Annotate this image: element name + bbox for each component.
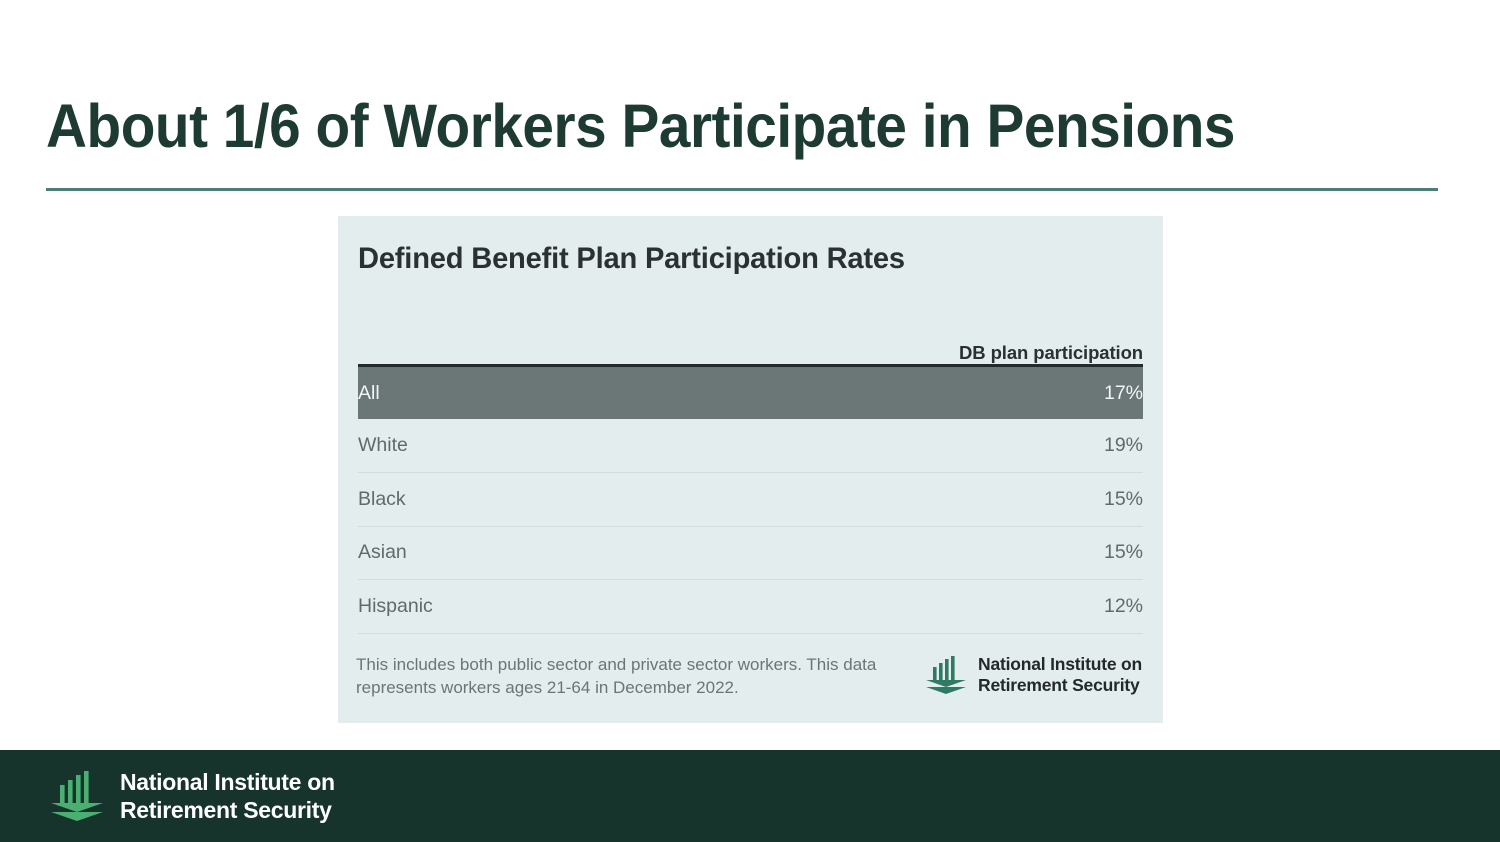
title-divider xyxy=(46,188,1438,191)
nirs-bars-chevron-logo-icon xyxy=(51,771,103,821)
card-title: Defined Benefit Plan Participation Rates xyxy=(358,242,905,275)
page-title: About 1/6 of Workers Participate in Pens… xyxy=(46,92,1236,160)
table-row[interactable]: Black 15% xyxy=(358,472,1143,527)
nirs-bars-chevron-logo-icon xyxy=(926,656,966,694)
row-value: 15% xyxy=(828,526,1143,580)
card-footnote: This includes both public sector and pri… xyxy=(356,655,877,697)
participation-table: DB plan participation All 17% White 19% … xyxy=(358,320,1143,634)
table-row[interactable]: White 19% xyxy=(358,419,1143,473)
chart-card: Defined Benefit Plan Participation Rates… xyxy=(338,216,1163,723)
footer-logo[interactable]: National Institute on Retirement Securit… xyxy=(48,768,335,824)
column-header-db-participation: DB plan participation xyxy=(959,342,1143,363)
row-value: 12% xyxy=(828,579,1143,634)
row-label: Black xyxy=(358,472,828,527)
column-header-group xyxy=(358,320,828,366)
table-row[interactable]: All 17% xyxy=(358,364,1143,419)
table-header: DB plan participation xyxy=(358,320,1143,366)
table-body: All 17% White 19% Black 15% Asian 15% Hi… xyxy=(358,364,1143,634)
card-logo-text: National Institute on Retirement Securit… xyxy=(978,654,1142,696)
table-row[interactable]: Hispanic 12% xyxy=(358,579,1143,634)
table-header-row: DB plan participation xyxy=(358,320,1143,366)
card-logo: National Institute on Retirement Securit… xyxy=(924,654,1142,696)
row-value: 15% xyxy=(828,472,1143,527)
footer-logo-text: National Institute on Retirement Securit… xyxy=(120,768,335,824)
card-logo-line2: Retirement Security xyxy=(978,675,1140,695)
row-label: White xyxy=(358,419,828,473)
footer-band: National Institute on Retirement Securit… xyxy=(0,750,1500,842)
row-value: 17% xyxy=(828,364,1143,419)
table-row[interactable]: Asian 15% xyxy=(358,526,1143,580)
row-label: All xyxy=(358,364,828,419)
row-label: Hispanic xyxy=(358,579,828,634)
footer-logo-line2: Retirement Security xyxy=(120,797,332,823)
footer-logo-line1: National Institute on xyxy=(120,769,335,795)
row-label: Asian xyxy=(358,526,828,580)
card-logo-line1: National Institute on xyxy=(978,654,1142,674)
row-value: 19% xyxy=(828,419,1143,473)
